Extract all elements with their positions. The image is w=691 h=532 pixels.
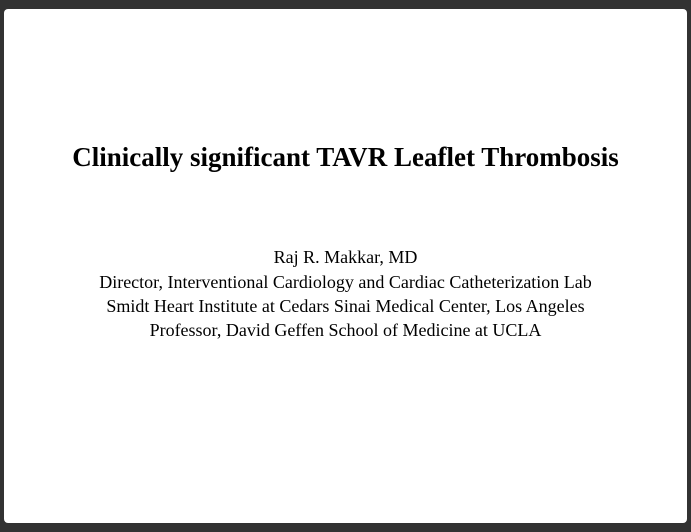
affiliation-line-1: Director, Interventional Cardiology and … [24,270,667,294]
author-name: Raj R. Makkar, MD [24,245,667,269]
affiliation-line-3: Professor, David Geffen School of Medici… [24,318,667,342]
slide-title: Clinically significant TAVR Leaflet Thro… [24,141,667,173]
slide-container: Clinically significant TAVR Leaflet Thro… [4,9,687,523]
affiliation-line-2: Smidt Heart Institute at Cedars Sinai Me… [24,294,667,318]
author-block: Raj R. Makkar, MD Director, Intervention… [24,245,667,342]
